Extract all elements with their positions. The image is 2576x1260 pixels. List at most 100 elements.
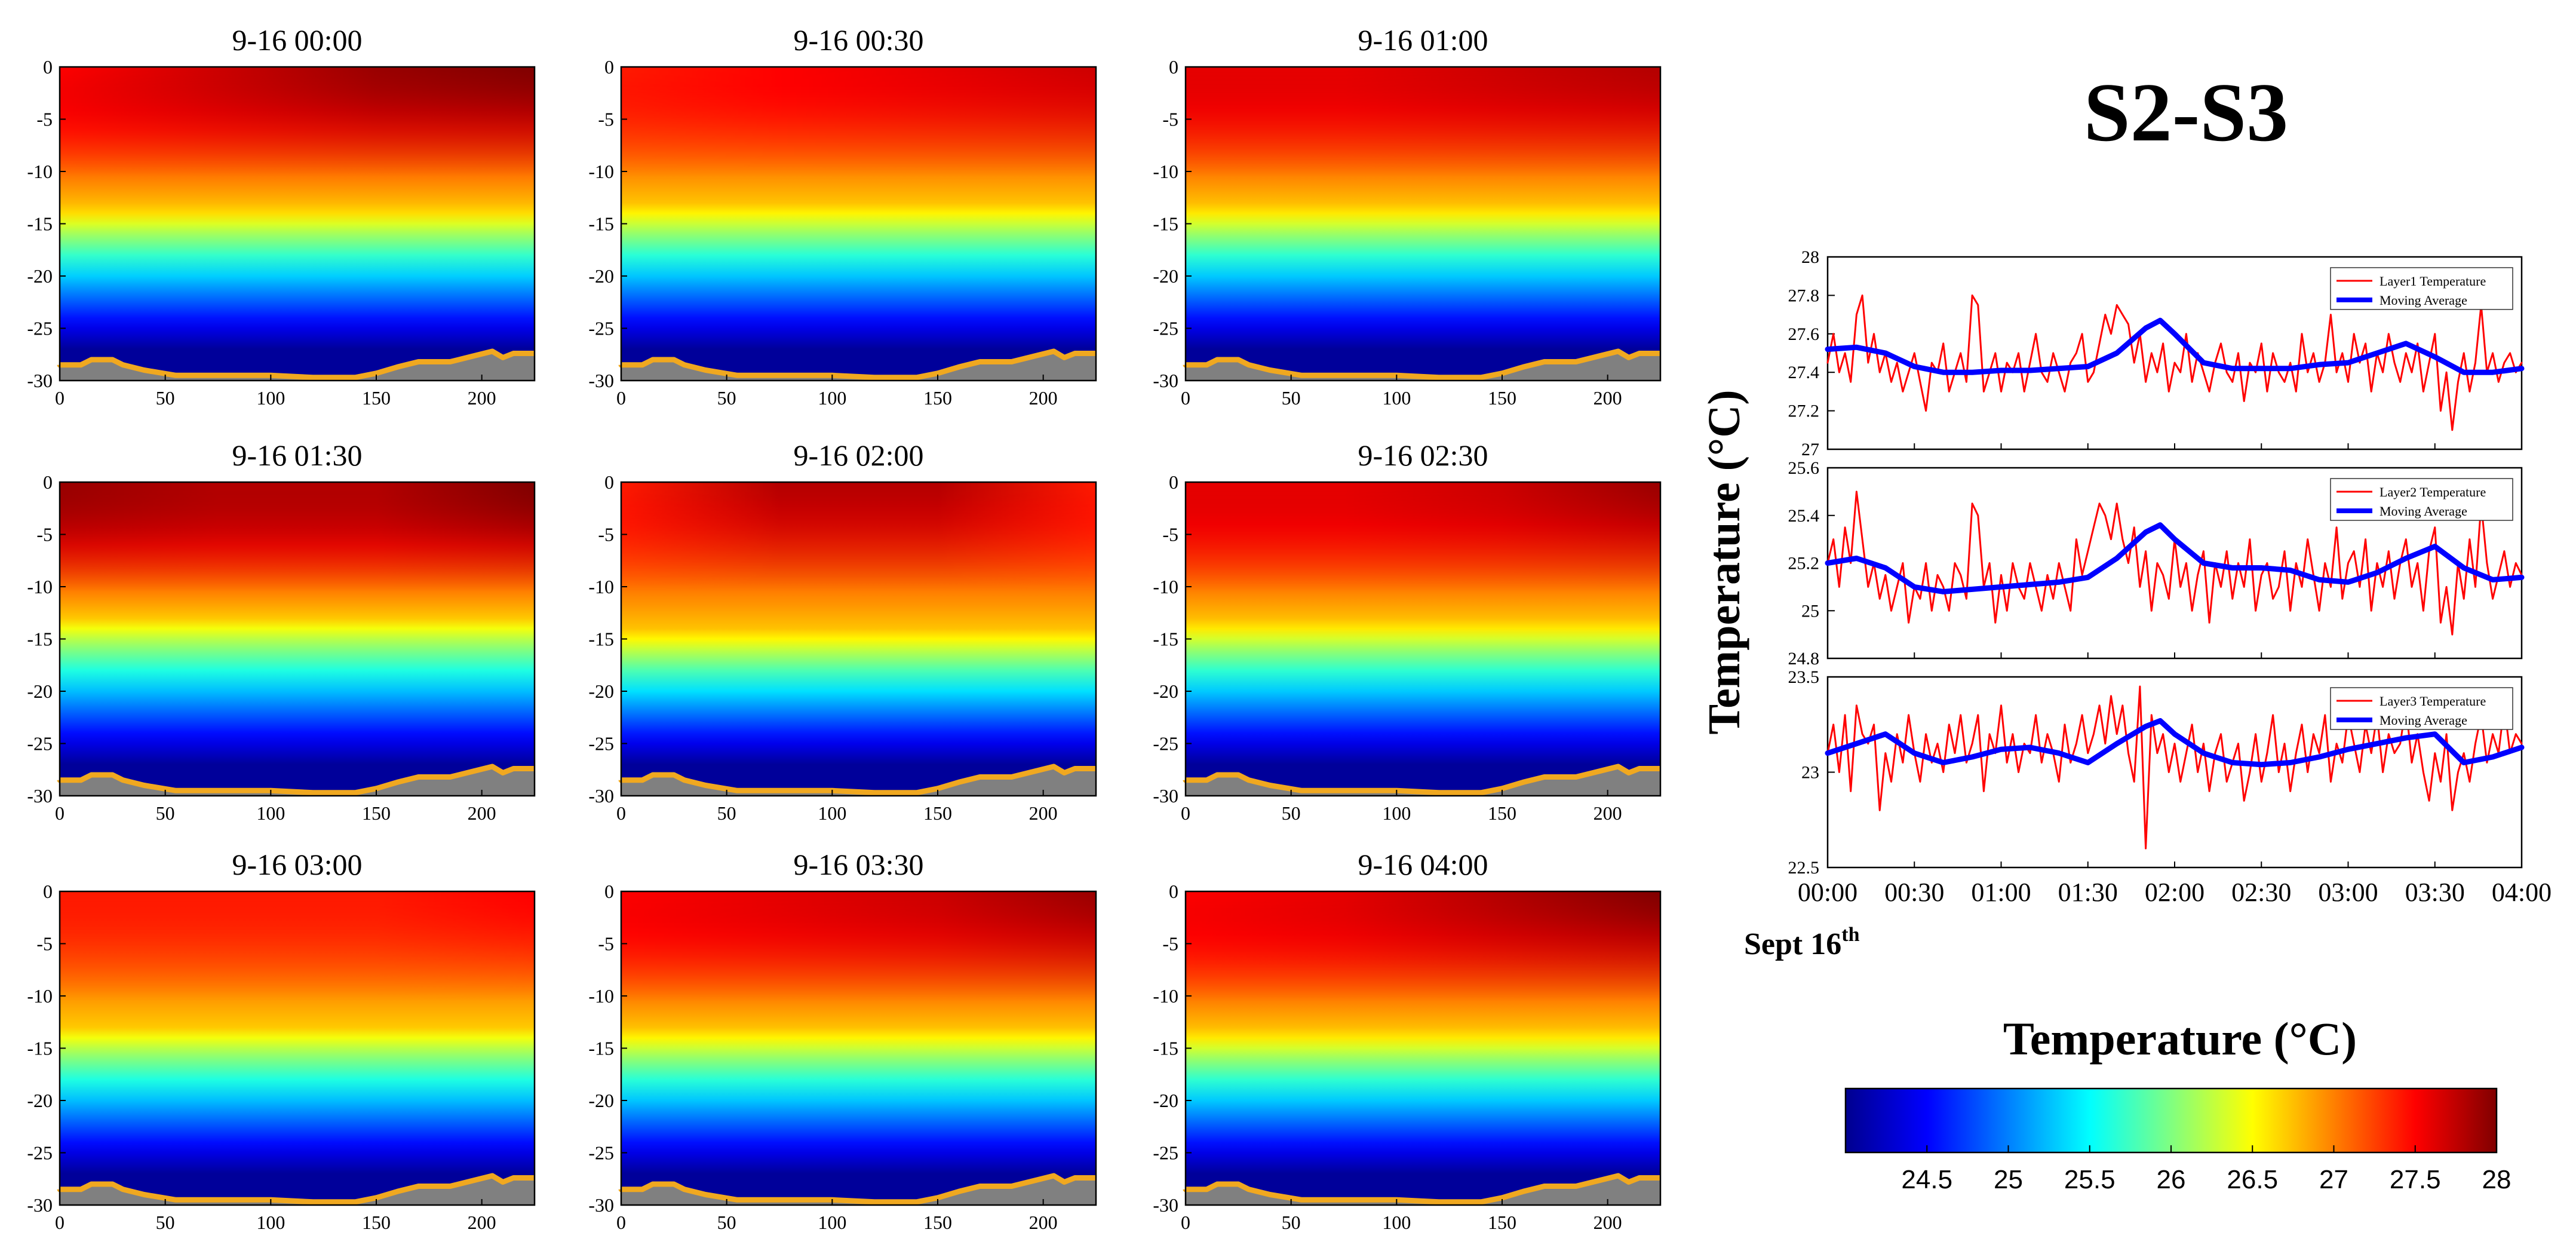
seabed-edge [618,764,1096,796]
surface-layer [60,891,535,1001]
panel-title: 9-16 03:00 [232,848,362,881]
x-tick-label: 04:00 [2492,878,2552,907]
heatmap-panel: 0 50 100 150 200 0 -5 -10 -15 -20 -25 -30 9-16 02:30 [1153,439,1662,824]
y-tick-label: 27.2 [1788,401,1820,421]
x-tick-label: 200 [468,387,496,409]
y-tick-label: -10 [1153,161,1178,182]
y-tick-label: -15 [588,213,614,235]
seabed [60,351,535,381]
x-tick-label: 01:00 [1971,878,2031,907]
x-tick-label: 0 [616,387,626,409]
x-tick-label: 0 [55,802,65,824]
x-tick-label: 00:00 [1798,878,1857,907]
y-tick-label: 25.2 [1788,554,1820,574]
y-tick-label: 0 [604,881,614,902]
date-label-suffix: th [1841,924,1859,946]
y-tick-label: 25 [1801,601,1819,621]
x-tick-label: 100 [1382,387,1411,409]
temperature-colorbar: 24.5 25 25.5 26 26.5 27 27.5 28 Temperature (°C) [1844,1013,2511,1194]
x-tick-label: 100 [256,802,285,824]
x-tick-label: 200 [1029,802,1058,824]
x-tick-label: 200 [1594,387,1622,409]
legend-label: Layer1 Temperature [2380,274,2486,289]
panel-title: 9-16 02:00 [793,439,923,472]
x-tick-label: 50 [717,802,736,824]
legend-label: Moving Average [2380,293,2467,308]
y-tick-label: -15 [588,629,614,650]
x-tick-label: 150 [923,802,952,824]
x-tick-label: 0 [616,802,626,824]
x-tick-label: 100 [256,1212,285,1233]
moving-average-line [1825,522,2525,594]
surface-layer [621,891,1096,1001]
y-tick-label: -5 [1162,524,1178,545]
y-tick-label: -30 [27,370,53,391]
y-tick-label: -25 [27,733,53,755]
x-tick-label: 150 [923,1212,952,1233]
x-tick-label: 200 [468,1212,496,1233]
panel-title: 9-16 03:30 [793,848,923,881]
x-tick-label: 0 [1181,1212,1190,1233]
surface-layer [621,482,1096,592]
y-tick-label: -15 [1153,1038,1178,1059]
x-tick-label: 200 [1594,802,1622,824]
panel-title: 9-16 00:30 [793,23,923,57]
x-tick-label: 50 [717,387,736,409]
colorbar-title: Temperature (°C) [2003,1013,2357,1065]
timeseries-subplot: 23.5 23 22.5 Layer3 Temperature Moving Avera… [1788,667,2525,878]
moving-average-line [1825,718,2525,768]
x-tick-label: 150 [1488,387,1516,409]
seabed [1186,767,1660,796]
x-tick-label: 100 [256,387,285,409]
x-tick-label: 150 [1488,1212,1516,1233]
temperature-timeseries: 28 27.8 27.6 27.4 27.2 27 Layer1 Temperature Mo… [1699,247,2552,961]
y-tick-label: 0 [1169,881,1178,902]
y-tick-label: -25 [1153,733,1178,755]
legend: Layer2 Temperature Moving Average [2330,478,2513,521]
y-tick-label: -30 [27,1194,53,1216]
y-tick-label: -30 [588,1194,614,1216]
seabed [60,767,535,796]
y-tick-label: -30 [1153,785,1178,807]
legend-label: Layer2 Temperature [2380,485,2486,499]
figure-title: S2-S3 [2084,66,2288,159]
y-tick-label: -15 [588,1038,614,1059]
y-tick-label: -10 [588,576,614,597]
legend: Layer3 Temperature Moving Average [2330,687,2513,730]
y-tick-label: -25 [588,318,614,339]
y-tick-label: 24.8 [1788,649,1820,669]
surface-layer [621,67,1096,177]
x-tick-label: 0 [55,1212,65,1233]
y-tick-label: -20 [27,265,53,287]
seabed-edge [1183,348,1660,381]
y-tick-label: -30 [588,785,614,807]
colorbar-tick-label: 24.5 [1901,1165,1952,1194]
legend: Layer1 Temperature Moving Average [2330,267,2513,310]
legend-frame [2330,267,2513,310]
y-tick-label: -15 [27,213,53,235]
surface-layer [60,482,535,592]
y-tick-label: -25 [1153,318,1178,339]
y-axis-label: Temperature (°C) [1699,390,1749,734]
y-tick-label: 27 [1801,440,1819,459]
x-tick-label: 100 [1382,802,1411,824]
x-tick-label: 100 [818,1212,846,1233]
surface-layer [1186,67,1660,177]
y-tick-label: -20 [27,680,53,702]
y-tick-label: -15 [1153,213,1178,235]
colorbar-tick-label: 26 [2157,1165,2186,1194]
y-tick-label: -5 [36,109,53,130]
y-tick-label: 25.6 [1788,458,1820,478]
y-tick-label: -5 [36,524,53,545]
x-tick-label: 150 [362,1212,391,1233]
y-tick-label: -30 [1153,370,1178,391]
surface-layer [60,67,535,177]
seabed [621,351,1096,381]
heatmap-panel: 0 50 100 150 200 0 -5 -10 -15 -20 -25 -30 9-16 00:00 [27,23,536,409]
y-tick-label: -30 [588,370,614,391]
y-tick-label: -25 [27,318,53,339]
legend-frame [2330,687,2513,730]
y-tick-label: -20 [588,265,614,287]
seabed [1186,351,1660,381]
